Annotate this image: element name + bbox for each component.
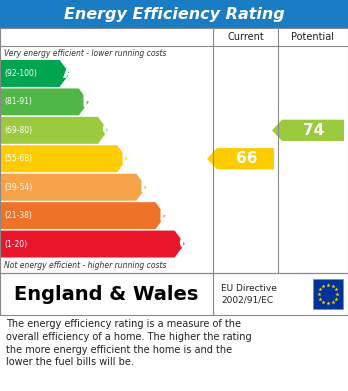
Text: (1-20): (1-20): [4, 240, 27, 249]
Text: C: C: [101, 121, 113, 139]
Text: E: E: [139, 178, 151, 196]
Text: The energy efficiency rating is a measure of the
overall efficiency of a home. T: The energy efficiency rating is a measur…: [6, 319, 252, 368]
Text: (81-91): (81-91): [4, 97, 32, 106]
Polygon shape: [0, 202, 166, 229]
Text: A: A: [63, 65, 76, 83]
Text: Potential: Potential: [292, 32, 334, 42]
Text: D: D: [120, 150, 134, 168]
Text: Energy Efficiency Rating: Energy Efficiency Rating: [64, 7, 284, 22]
Polygon shape: [272, 120, 344, 141]
Text: G: G: [178, 235, 191, 253]
Polygon shape: [0, 60, 70, 87]
Text: (21-38): (21-38): [4, 211, 32, 220]
Text: (39-54): (39-54): [4, 183, 32, 192]
Text: Current: Current: [227, 32, 264, 42]
Text: England & Wales: England & Wales: [14, 285, 199, 303]
Bar: [313, 279, 343, 309]
Polygon shape: [0, 88, 89, 115]
Bar: [0, 0, 348, 28]
Polygon shape: [207, 148, 274, 169]
Text: 74: 74: [303, 123, 325, 138]
Text: (55-68): (55-68): [4, 154, 32, 163]
Text: EU Directive
2002/91/EC: EU Directive 2002/91/EC: [221, 283, 277, 305]
Polygon shape: [0, 174, 146, 201]
Text: 66: 66: [236, 151, 257, 166]
Text: (69-80): (69-80): [4, 126, 32, 135]
Bar: [0, 273, 348, 315]
Text: B: B: [82, 93, 94, 111]
Text: Not energy efficient - higher running costs: Not energy efficient - higher running co…: [4, 262, 166, 271]
Text: Very energy efficient - lower running costs: Very energy efficient - lower running co…: [4, 48, 166, 57]
Polygon shape: [0, 231, 185, 258]
Polygon shape: [0, 117, 108, 144]
Polygon shape: [0, 145, 127, 172]
Text: (92-100): (92-100): [4, 69, 37, 78]
Text: F: F: [158, 206, 170, 224]
